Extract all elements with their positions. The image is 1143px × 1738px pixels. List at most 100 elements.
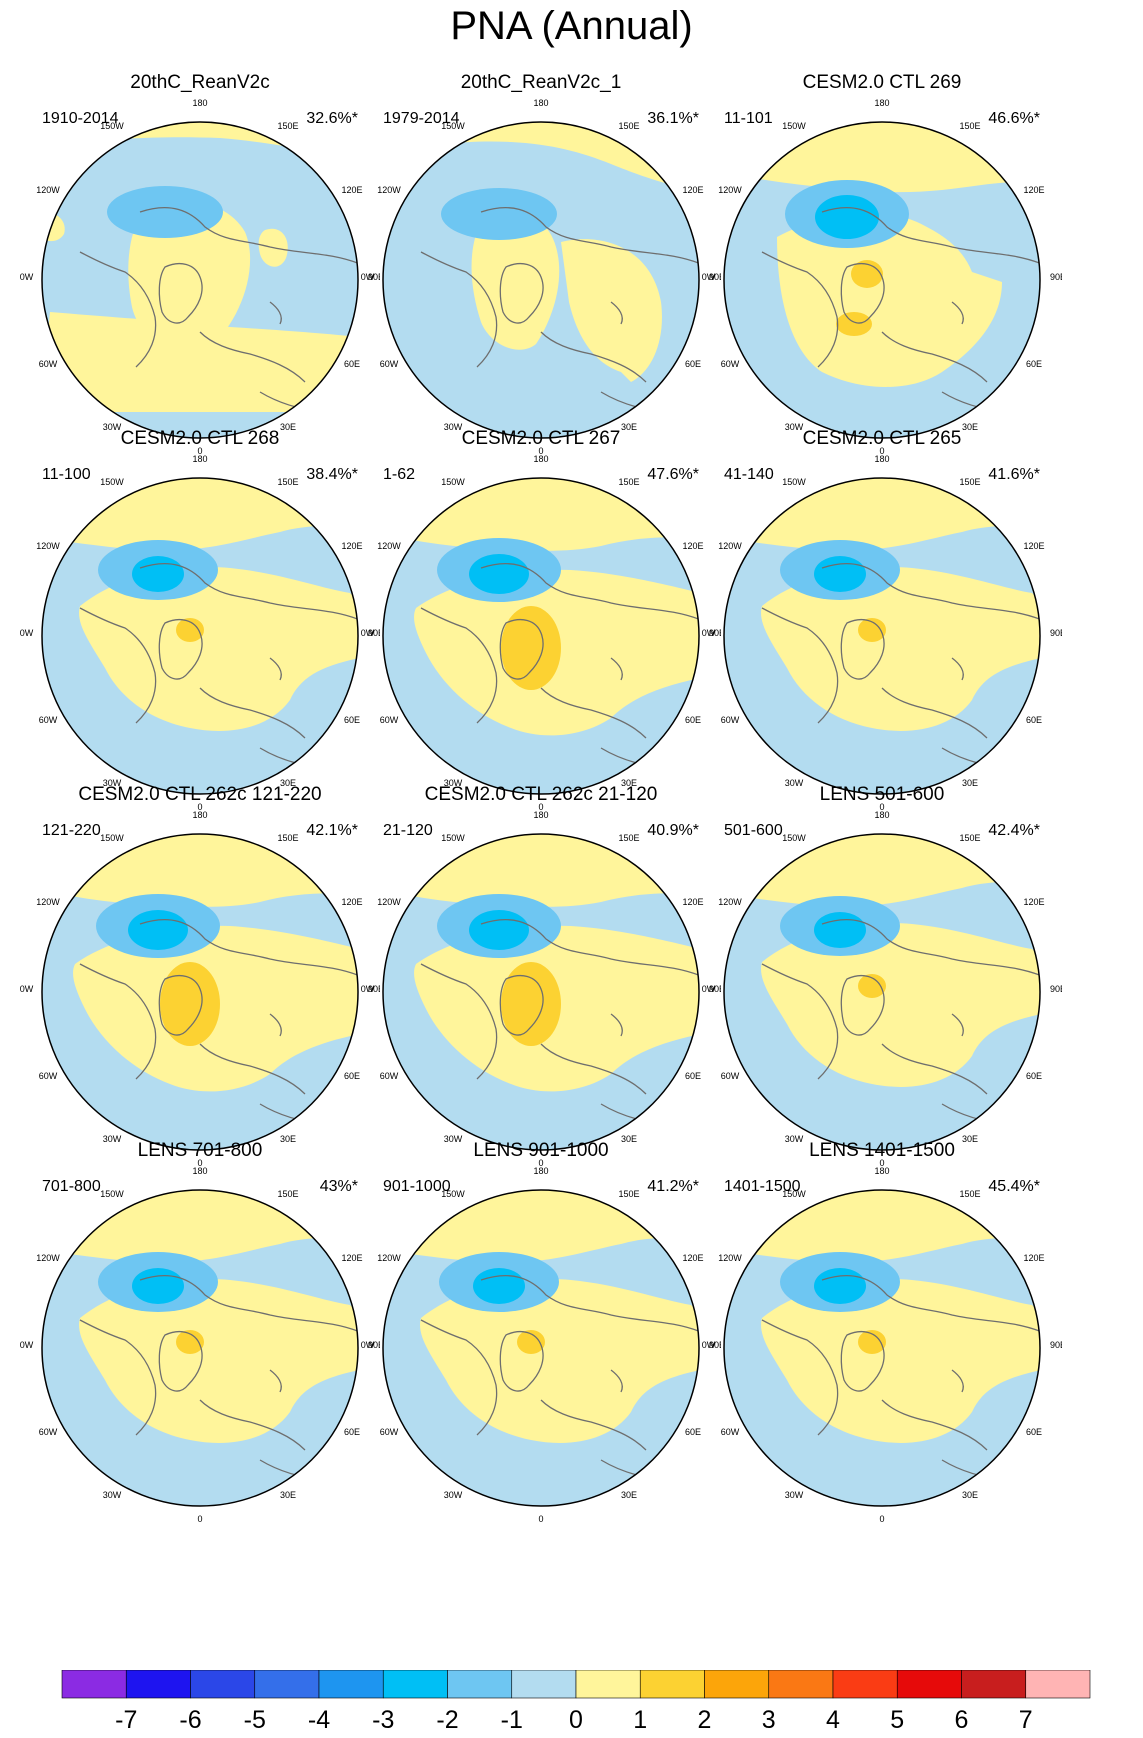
longitude-label: 60W [721,1427,740,1437]
longitude-label: 60E [344,1427,360,1437]
coastline [881,687,988,739]
longitude-label: 90E [709,1340,721,1350]
map-boundary [382,833,700,1151]
panel-title: LENS 901-1000 [473,1140,609,1161]
coastline [79,963,157,1080]
positive-anomaly-center [501,606,561,690]
longitude-label: 60W [380,715,399,725]
map-panel: 180 150E 120E 90E 60E 30E 0 30W 60W 90W 120W 150W CE… [20,428,380,818]
coastline [881,1043,988,1095]
coastline [139,207,358,265]
positive-anomaly-center [858,618,886,642]
longitude-label: 150E [277,477,298,487]
positive-anomaly-region [761,1279,1040,1443]
longitude-label: 60E [1026,1427,1042,1437]
longitude-label: 120E [682,185,703,195]
map-panel: 180 150E 120E 90E 60E 30E 0 30W 60W 90W 120W 150W 20… [361,72,721,462]
colorbar-swatch [575,1670,641,1699]
longitude-label: 90W [361,628,375,638]
negative-anomaly-center [107,186,223,238]
polar-map: 180 150E 120E 90E 60E 30E 0 30W 60W 90W 120W 150W [361,1166,721,1524]
longitude-label: 180 [192,98,207,108]
map-boundary [382,1189,700,1507]
coastline [821,919,1040,977]
coastline [199,1399,306,1451]
longitude-label: 0 [538,1514,543,1524]
colorbar-tick-label: 6 [955,1706,969,1734]
polar-map: 180 150E 120E 90E 60E 30E 0 30W 60W 90W 120W 150W [20,810,380,1168]
contour-fill [383,122,699,438]
variance-explained: 41.6%* [988,466,1040,483]
coastline [610,1013,623,1037]
longitude-label: 180 [192,810,207,820]
positive-anomaly-center [160,962,220,1046]
longitude-label: 30E [962,1134,978,1144]
variance-explained: 32.6%* [306,110,358,127]
longitude-label: 120W [36,185,60,195]
contour-fill [42,478,358,794]
longitude-label: 120E [682,1253,703,1263]
map-panel: 180 150E 120E 90E 60E 30E 0 30W 60W 90W 120W 150W LE… [702,1140,1062,1530]
positive-anomaly-region [79,567,358,731]
contour-fill [724,122,1040,438]
positive-anomaly-center [517,1330,545,1354]
longitude-label: 0 [538,1158,543,1168]
longitude-label: 30W [103,778,122,788]
coastline [951,301,964,325]
longitude-label: 180 [874,454,889,464]
coastline [139,919,358,977]
longitude-label: 90W [361,1340,375,1350]
coastline [821,563,1040,621]
longitude-label: 30W [785,1134,804,1144]
longitude-label: 0 [197,446,202,456]
longitude-label: 0 [538,802,543,812]
coastline [480,919,699,977]
figure-title: PNA (Annual) [450,4,693,48]
longitude-label: 60W [39,715,58,725]
panel-title: CESM2.0 CTL 269 [802,72,962,93]
panel-title: 20thC_ReanV2c_1 [460,72,622,93]
panel-period: 21-120 [383,822,433,839]
coastline [480,1275,699,1333]
longitude-label: 90E [709,628,721,638]
colorbar-tick-label: -6 [179,1706,201,1734]
polar-map: 180 150E 120E 90E 60E 30E 0 30W 60W 90W 120W 150W [702,810,1062,1168]
longitude-label: 150W [782,121,806,131]
longitude-label: 60W [721,1071,740,1081]
longitude-label: 60W [39,1071,58,1081]
longitude-label: 180 [192,1166,207,1176]
map-panel: 180 150E 120E 90E 60E 30E 0 30W 60W 90W 120W 150W LE… [361,1140,721,1530]
negative-anomaly-center [132,556,184,592]
coastline [79,1319,157,1436]
colorbar-swatch [832,1670,898,1699]
panel-period: 41-140 [724,466,774,483]
longitude-label: 180 [533,810,548,820]
negative-anomaly-center [814,1268,866,1304]
longitude-label: 30E [962,778,978,788]
panel-title: CESM2.0 CTL 262c 121-220 [78,784,322,805]
longitude-label: 60W [39,1427,58,1437]
longitude-label: 120W [718,185,742,195]
colorbar-tick-label: -2 [436,1706,458,1734]
longitude-label: 150W [782,477,806,487]
coastline [499,619,544,680]
map-panel: 180 150E 120E 90E 60E 30E 0 30W 60W 90W 120W 150W CE… [361,784,721,1174]
longitude-label: 90E [368,272,380,282]
longitude-label: 60E [344,359,360,369]
colorbar-tick-label: 7 [1019,1706,1033,1734]
contour-fill [383,478,699,794]
negative-anomaly-center [815,195,879,239]
longitude-label: 120E [341,185,362,195]
longitude-label: 30W [785,778,804,788]
coastline [199,687,306,739]
longitude-label: 30E [962,422,978,432]
map-boundary [41,833,359,1151]
coastline [420,251,498,368]
longitude-label: 30E [962,1490,978,1500]
panel-period: 1910-2014 [42,110,119,127]
colorbar-swatch [254,1670,320,1699]
longitude-label: 90W [20,984,34,994]
colorbar-tick-label: 4 [826,1706,840,1734]
panel-title: LENS 1401-1500 [809,1140,955,1161]
longitude-label: 150E [618,1189,639,1199]
